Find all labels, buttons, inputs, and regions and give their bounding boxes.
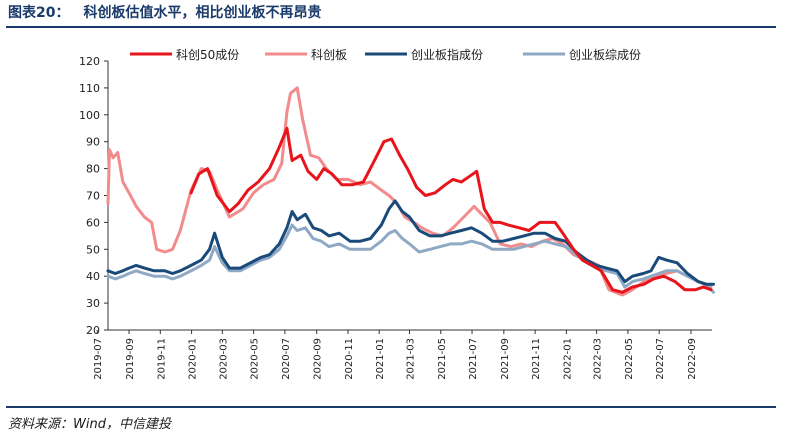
source-note: 资料来源：Wind，中信建投 bbox=[8, 417, 171, 432]
y-tick-label: 90 bbox=[86, 136, 100, 149]
legend-label-3: 创业板综成份 bbox=[569, 48, 641, 62]
y-tick-label: 110 bbox=[79, 82, 100, 95]
line-chart: 20 30 40 50 60 70 80 90 100 110 120 2019-07 2019-09 2… bbox=[79, 47, 715, 380]
bottom-rule bbox=[6, 406, 776, 408]
x-tick-label: 2020-01 bbox=[188, 338, 199, 380]
y-tick-label: 60 bbox=[86, 216, 100, 229]
x-tick-label: 2020-09 bbox=[313, 338, 324, 380]
x-tick-label: 2021-09 bbox=[500, 338, 511, 380]
y-tick-label: 100 bbox=[79, 109, 100, 122]
x-tick-label: 2019-07 bbox=[93, 338, 104, 380]
x-tick-label: 2021-03 bbox=[405, 338, 416, 380]
x-tick-label: 2021-01 bbox=[375, 338, 386, 380]
x-tick-label: 2020-05 bbox=[250, 338, 261, 380]
x-tick-label: 2022-03 bbox=[593, 338, 604, 380]
x-tick-label: 2020-07 bbox=[281, 338, 292, 380]
series-line-2 bbox=[106, 199, 715, 286]
x-tick-label: 2021-05 bbox=[437, 338, 448, 380]
legend-label-0: 科创50成份 bbox=[176, 48, 239, 62]
legend-label-1: 科创板 bbox=[311, 48, 347, 62]
y-tick-label: 50 bbox=[86, 243, 100, 256]
series-line-0 bbox=[189, 126, 713, 294]
x-tick-label: 2019-09 bbox=[125, 338, 136, 380]
figure-title: 图表20： 科创板估值水平，相比创业板不再昂贵 bbox=[8, 2, 321, 22]
figure-label: 图表20： bbox=[8, 5, 70, 21]
top-rule bbox=[6, 26, 776, 28]
y-tick-label: 40 bbox=[86, 270, 100, 283]
y-tick-label: 20 bbox=[86, 324, 100, 337]
x-tick-label: 2022-09 bbox=[687, 338, 698, 380]
y-tick-label: 30 bbox=[86, 297, 100, 310]
x-tick-label: 2021-11 bbox=[531, 338, 542, 380]
legend-label-2: 创业板指成份 bbox=[411, 47, 483, 62]
x-tick-label: 2022-05 bbox=[624, 338, 635, 380]
x-tick-label: 2022-07 bbox=[655, 338, 666, 380]
y-tick-label: 80 bbox=[86, 163, 100, 176]
y-tick-label: 120 bbox=[79, 55, 100, 68]
series-line-1 bbox=[106, 86, 713, 297]
y-tick-label: 70 bbox=[86, 190, 100, 203]
x-tick-label: 2020-11 bbox=[344, 338, 355, 380]
series-line-3 bbox=[106, 223, 715, 294]
figure-heading: 科创板估值水平，相比创业板不再昂贵 bbox=[83, 5, 322, 21]
x-tick-label: 2021-07 bbox=[468, 338, 479, 380]
x-tick-label: 2019-11 bbox=[156, 338, 167, 380]
x-tick-label: 2020-03 bbox=[218, 338, 229, 380]
x-tick-label: 2022-01 bbox=[562, 338, 573, 380]
